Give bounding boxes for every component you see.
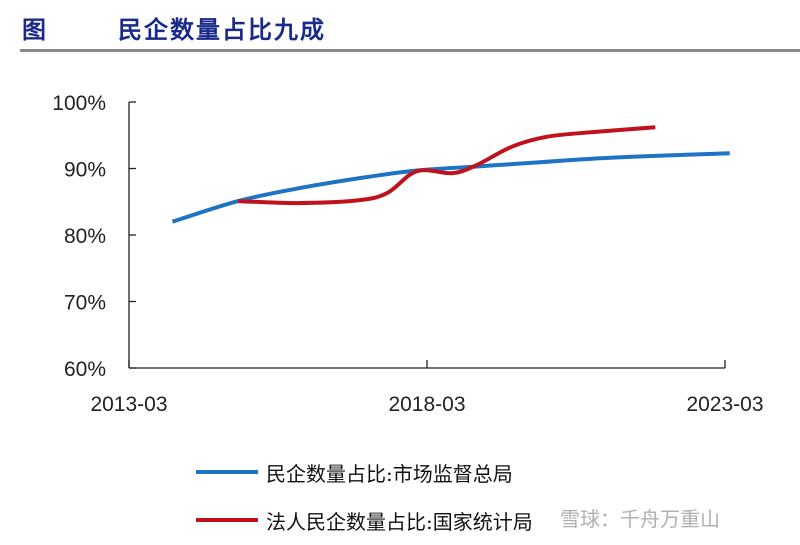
legend-swatch-red bbox=[196, 518, 258, 522]
watermark: 雪球：千舟万重山 bbox=[560, 507, 720, 531]
chart-legend: 民企数量占比:市场监督总局 法人民企数量占比:国家统计局 bbox=[196, 448, 533, 544]
y-tick-label: 60% bbox=[64, 358, 106, 381]
y-tick-label: 70% bbox=[64, 292, 106, 315]
legend-label: 法人民企数量占比:国家统计局 bbox=[266, 509, 533, 534]
x-tick-label: 2023-03 bbox=[686, 393, 763, 416]
header-rule bbox=[20, 49, 800, 52]
x-tick-label: 2018-03 bbox=[388, 393, 465, 416]
legend-swatch-blue bbox=[196, 470, 258, 474]
figure-header: 图 民企数量占比九成 bbox=[0, 0, 800, 52]
y-tick-label: 100% bbox=[52, 92, 106, 115]
legend-item-stats-bureau: 法人民企数量占比:国家统计局 bbox=[196, 496, 533, 544]
y-tick-label: 90% bbox=[64, 159, 106, 182]
legend-label: 民企数量占比:市场监督总局 bbox=[266, 461, 513, 486]
figure-title: 民企数量占比九成 bbox=[118, 15, 326, 44]
x-tick-label: 2013-03 bbox=[90, 393, 167, 416]
chart-axes: 60% 70% 80% 90% 100% 2013-03 2018-03 2023-03 bbox=[52, 92, 763, 416]
chart-series bbox=[171, 125, 730, 224]
legend-item-market-regulation: 民企数量占比:市场监督总局 bbox=[196, 448, 533, 496]
series-line-stats-bureau bbox=[238, 125, 656, 206]
series-line-market-regulation bbox=[171, 151, 730, 224]
figure-label: 图 bbox=[22, 15, 46, 44]
y-tick-label: 80% bbox=[64, 225, 106, 248]
